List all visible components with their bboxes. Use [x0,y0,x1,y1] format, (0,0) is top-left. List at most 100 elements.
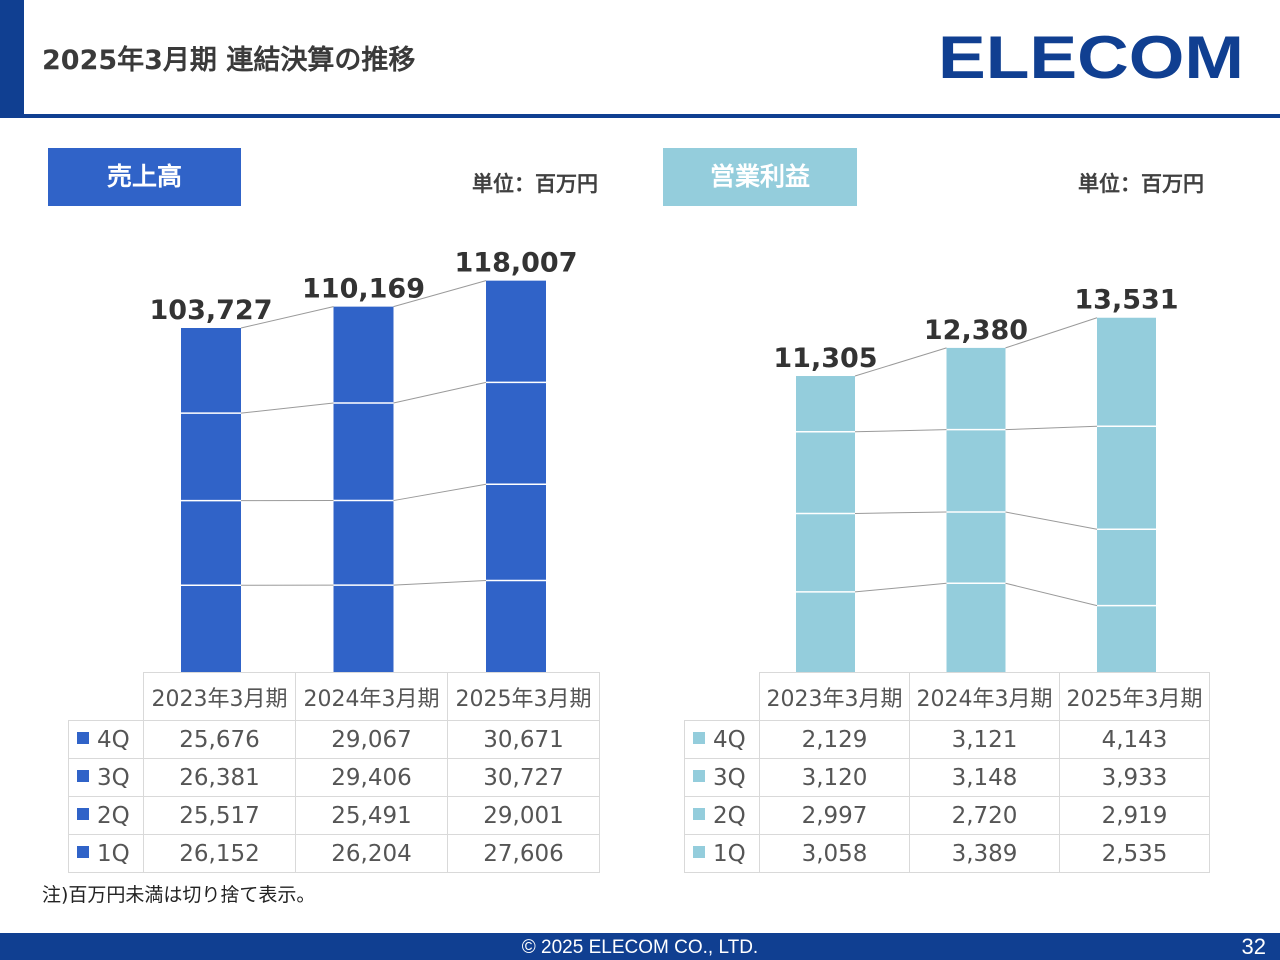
bar-segment-2q [946,512,1006,584]
page-title: 2025年3月期 連結決算の推移 [42,45,416,76]
table-header-row: 2023年3月期 2024年3月期 2025年3月期 [685,672,1210,721]
table-row: 3Q 3,120 3,148 3,933 [684,758,1210,797]
table-cell: 26,152 [143,834,296,873]
table-column-header: 2024年3月期 [295,672,448,721]
header-accent-bar [0,0,24,117]
series-connector-line [240,306,334,329]
bar-segment-1q [333,585,394,672]
series-connector-line [854,347,947,377]
legend-swatch [693,770,705,782]
series-connector-line [1005,582,1098,607]
series-connector-line [393,280,487,308]
legend-text: 2Q [97,802,130,829]
legend-row-label: 3Q [684,758,760,797]
total-label: 12,380 [924,315,1028,346]
series-connector-line [1005,317,1098,349]
table-row: 4Q 25,676 29,067 30,671 [68,720,600,759]
legend-swatch [77,846,89,858]
table-column-header: 2023年3月期 [143,672,296,721]
series-connector-line [1005,511,1098,530]
table-row: 2Q 25,517 25,491 29,001 [68,796,600,835]
svg-text:ELECOM: ELECOM [938,24,1244,86]
table-cell: 29,001 [447,796,600,835]
footer-bar: © 2025 ELECOM CO., LTD. 32 [0,933,1280,960]
bar-segment-2q [796,513,855,592]
page-number: 32 [1241,934,1266,959]
table-cell: 3,933 [1059,758,1210,797]
table-row: 1Q 3,058 3,389 2,535 [684,834,1210,873]
bar-segment-4q [1097,317,1156,427]
sales-section-label: 売上高 [48,148,241,206]
legend-swatch [693,732,705,744]
series-connector-line [393,579,487,586]
bar-segment-1q [796,591,855,672]
table-cell: 2,720 [909,796,1060,835]
series-connector-line [393,381,487,404]
table-cell: 30,671 [447,720,600,759]
legend-swatch [77,770,89,782]
table-cell: 2,129 [759,720,910,759]
header-rule [0,114,1280,118]
bar-segment-2q [1097,529,1156,606]
legend-row-label: 1Q [68,834,144,873]
table-cell: 25,517 [143,796,296,835]
bar-segment-3q [333,403,394,501]
table-cell: 2,997 [759,796,910,835]
table-cell: 3,121 [909,720,1060,759]
table-cell: 3,148 [909,758,1060,797]
total-label: 103,727 [150,295,273,326]
legend-text: 4Q [97,726,130,753]
table-cell: 26,381 [143,758,296,797]
series-connector-line [854,429,947,433]
legend-swatch [77,808,89,820]
series-connector-line [240,402,334,414]
series-connector-line [1005,425,1098,431]
sales-data-table: 2023年3月期 2024年3月期 2025年3月期 4Q 25,676 29,067 30… [68,672,600,873]
total-label: 13,531 [1074,285,1178,316]
profit-data-table: 2023年3月期 2024年3月期 2025年3月期 4Q 2,129 3,121 4,14… [684,672,1210,873]
legend-text: 4Q [713,726,746,753]
legend-row-label: 2Q [684,796,760,835]
table-row: 3Q 26,381 29,406 30,727 [68,758,600,797]
table-corner [685,673,760,721]
table-cell: 2,535 [1059,834,1210,873]
legend-text: 1Q [97,840,130,867]
legend-row-label: 4Q [68,720,144,759]
series-connector-line [854,582,947,593]
bar-segment-2q [486,484,546,581]
footnote: 注)百万円未満は切り捨て表示。 [42,884,316,906]
legend-row-label: 4Q [684,720,760,759]
profit-unit-label: 単位：百万円 [1078,172,1204,196]
total-label: 110,169 [302,274,425,305]
legend-swatch [693,808,705,820]
table-column-header: 2023年3月期 [759,672,910,721]
legend-swatch [693,846,705,858]
legend-row-label: 1Q [684,834,760,873]
table-corner [69,673,144,721]
legend-text: 2Q [713,802,746,829]
table-column-header: 2024年3月期 [909,672,1060,721]
elecom-logo: ELECOM [938,24,1244,86]
legend-row-label: 2Q [68,796,144,835]
sales-stacked-bar-chart: 103,727 110,169 118,007 [150,248,577,672]
bar-segment-1q [486,580,546,672]
table-column-header: 2025年3月期 [447,672,600,721]
table-cell: 2,919 [1059,796,1210,835]
legend-text: 3Q [713,764,746,791]
bar-segment-4q [796,376,855,432]
table-cell: 30,727 [447,758,600,797]
bar-segment-3q [796,431,855,514]
bar-segment-2q [333,500,394,586]
bar-segment-1q [181,585,241,672]
bar-segment-2q [181,500,241,586]
table-cell: 29,067 [295,720,448,759]
total-label: 11,305 [773,343,877,374]
legend-row-label: 3Q [68,758,144,797]
series-connector-line [854,511,947,514]
table-header-row: 2023年3月期 2024年3月期 2025年3月期 [69,672,600,721]
table-row: 1Q 26,152 26,204 27,606 [68,834,600,873]
bar-segment-4q [333,306,394,404]
table-cell: 3,120 [759,758,910,797]
series-connector-line [393,483,487,502]
bar-segment-4q [946,347,1006,430]
